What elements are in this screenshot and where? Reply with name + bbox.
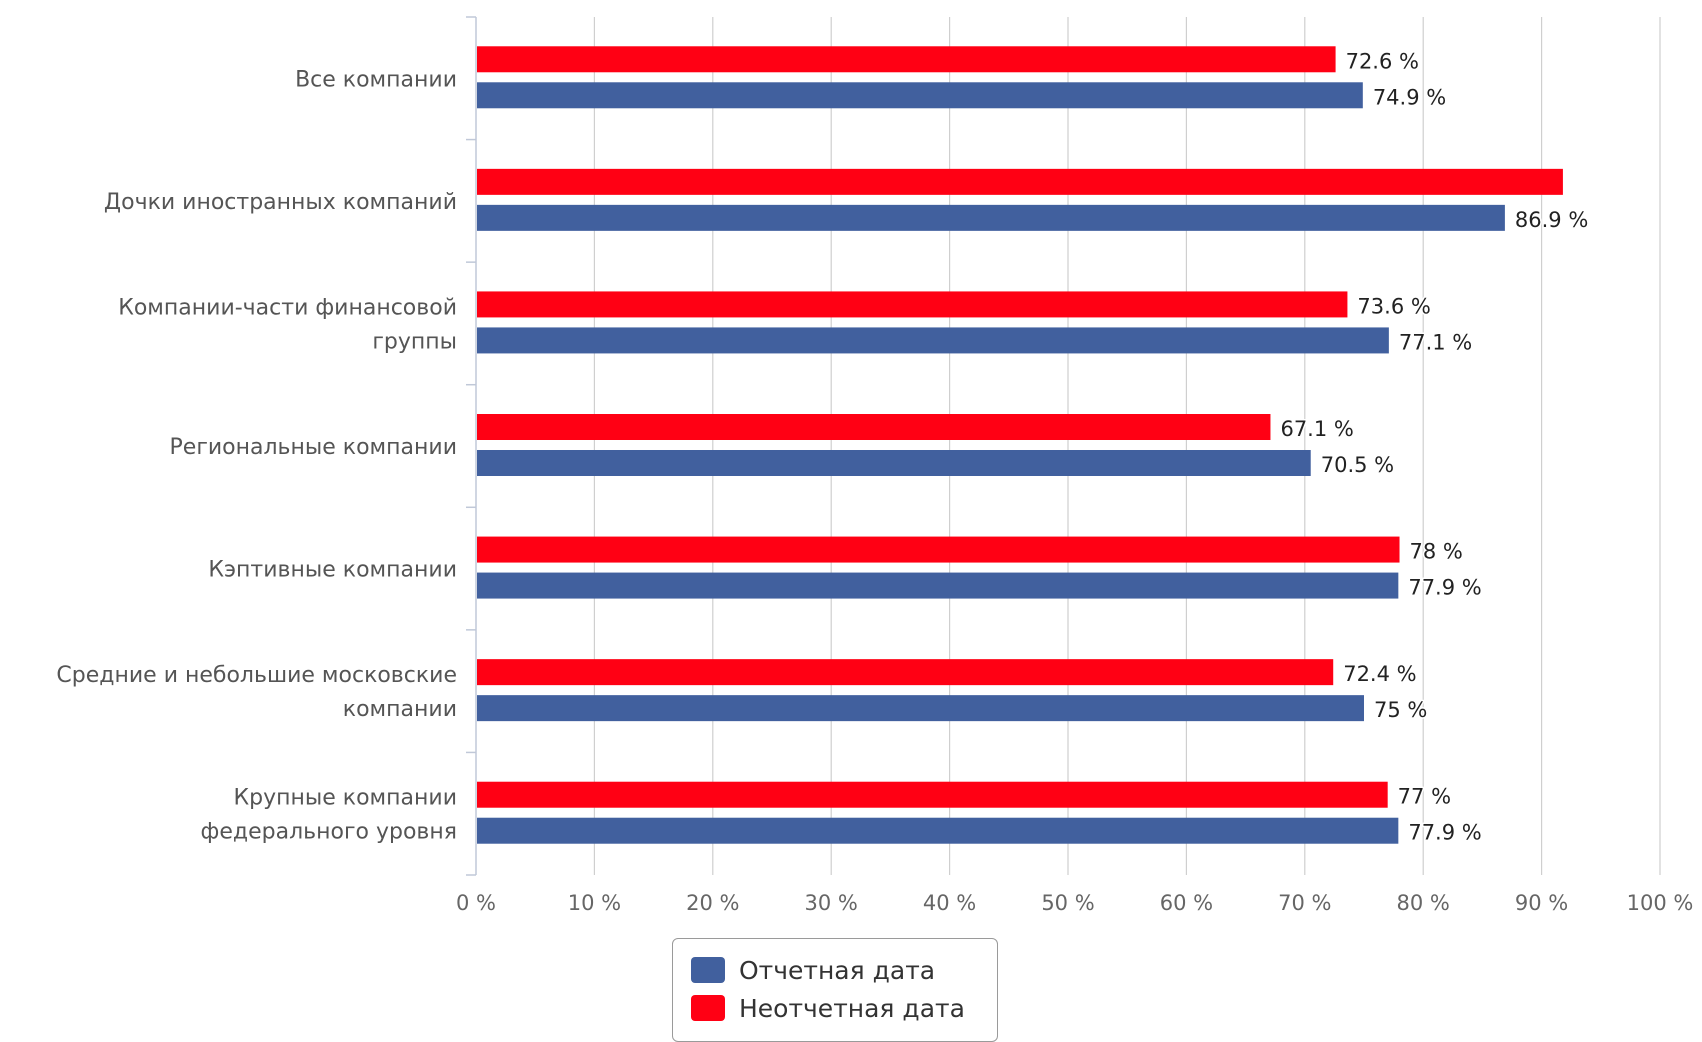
bar-reporting[interactable] bbox=[477, 695, 1364, 722]
x-tick-label: 60 % bbox=[1160, 891, 1213, 915]
x-tick-label: 0 % bbox=[456, 891, 496, 915]
data-label: 73.6 % bbox=[1357, 294, 1430, 318]
category-label: Региональные компании bbox=[170, 435, 457, 460]
category-label: Крупные компании федерального уровня bbox=[201, 786, 457, 845]
data-label: 77.1 % bbox=[1399, 330, 1472, 354]
data-label: 74.9 % bbox=[1373, 85, 1446, 109]
bar-reporting[interactable] bbox=[477, 82, 1363, 109]
x-tick-label: 70 % bbox=[1278, 891, 1331, 915]
data-label: 78 % bbox=[1410, 540, 1463, 564]
x-tick-label: 50 % bbox=[1041, 891, 1094, 915]
category-label: Дочки иностранных компаний bbox=[104, 190, 457, 215]
x-tick-labels: 0 % 10 % 20 % 30 % 40 % 50 % 60 % 70 % 80 % 90 % 1… bbox=[456, 891, 1693, 915]
data-label: 77.9 % bbox=[1408, 576, 1481, 600]
bar-reporting[interactable] bbox=[477, 817, 1399, 844]
bars bbox=[477, 46, 1563, 844]
legend-swatch-nonreporting-date bbox=[691, 995, 725, 1021]
bar-reporting[interactable] bbox=[477, 450, 1311, 476]
category-label: Средние и небольшие московские компании bbox=[56, 663, 457, 722]
category-label: Все компании bbox=[295, 67, 457, 92]
bar-reporting[interactable] bbox=[477, 572, 1399, 599]
bar-reporting[interactable] bbox=[477, 204, 1505, 231]
bar-nonreporting[interactable] bbox=[477, 781, 1388, 808]
data-label: 70.5 % bbox=[1321, 453, 1394, 477]
data-label: 75 % bbox=[1374, 698, 1427, 722]
legend-label-reporting-date: Отчетная дата bbox=[739, 955, 936, 985]
category-label: Кэптивные компании bbox=[208, 558, 457, 583]
legend-label-nonreporting-date: Неотчетная дата bbox=[739, 993, 965, 1023]
bar-reporting[interactable] bbox=[477, 327, 1389, 354]
x-tick-label: 10 % bbox=[568, 891, 621, 915]
category-labels: Все компании Дочки иностранных компаний Ко… bbox=[56, 67, 457, 844]
data-label: 86.9 % bbox=[1515, 208, 1588, 232]
legend-swatch-reporting-date bbox=[691, 957, 725, 983]
x-tick-label: 80 % bbox=[1397, 891, 1450, 915]
bar-nonreporting[interactable] bbox=[477, 291, 1348, 318]
gridlines bbox=[593, 17, 1661, 875]
x-tick-label: 40 % bbox=[923, 891, 976, 915]
data-label: 72.6 % bbox=[1346, 49, 1419, 73]
bar-nonreporting[interactable] bbox=[477, 536, 1400, 563]
x-tick-label: 90 % bbox=[1515, 891, 1568, 915]
x-tick-label: 20 % bbox=[686, 891, 739, 915]
data-label: 77 % bbox=[1398, 785, 1451, 809]
data-label: 72.4 % bbox=[1343, 662, 1416, 686]
bar-nonreporting[interactable] bbox=[477, 414, 1271, 440]
legend[interactable]: Отчетная дата Неотчетная дата bbox=[672, 938, 998, 1042]
bar-nonreporting[interactable] bbox=[477, 168, 1563, 195]
category-label: Компании-части финансовой группы bbox=[118, 295, 457, 354]
bar-nonreporting[interactable] bbox=[477, 659, 1334, 686]
legend-item-reporting-date[interactable]: Отчетная дата bbox=[691, 955, 935, 985]
x-tick-label: 30 % bbox=[805, 891, 858, 915]
data-label: 67.1 % bbox=[1280, 417, 1353, 441]
bar-nonreporting[interactable] bbox=[477, 46, 1336, 73]
legend-item-nonreporting-date[interactable]: Неотчетная дата bbox=[691, 993, 965, 1023]
data-labels: 72.6 % 74.9 % 86.9 % 73.6 % 77.1 % 67.1 % 70.5… bbox=[1279, 48, 1590, 846]
data-label: 77.9 % bbox=[1408, 821, 1481, 845]
x-tick-label: 100 % bbox=[1627, 891, 1694, 915]
category-axis bbox=[466, 16, 477, 876]
